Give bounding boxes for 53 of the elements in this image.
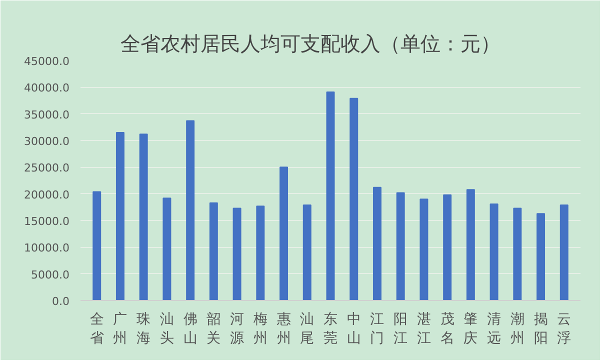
bar [139, 134, 148, 300]
y-tick-label: 40000.0 [24, 82, 70, 95]
y-tick-label: 35000.0 [24, 108, 70, 122]
y-tick-label: 0.0 [52, 295, 70, 308]
bar [372, 186, 382, 300]
x-tick-label: 汕尾 [300, 312, 314, 347]
x-tick-label: 云浮 [557, 312, 572, 347]
chart-title: 全省农村居民人均可支配收入（单位：元） [120, 32, 500, 56]
bar [116, 132, 124, 300]
y-tick-label: 25000.0 [24, 162, 70, 175]
x-tick-label: 中山 [346, 312, 361, 347]
x-tick-label: 佛山 [183, 312, 198, 347]
bar [232, 208, 242, 300]
x-tick-label: 潮州 [510, 312, 524, 347]
y-tick-label: 30000.0 [24, 135, 70, 148]
bar [443, 194, 452, 300]
bar [490, 203, 498, 300]
x-tick-label: 东莞 [324, 312, 338, 347]
x-tick-label: 湛江 [416, 312, 431, 347]
bar [513, 208, 522, 300]
bar [209, 202, 218, 300]
y-tick-label: 5000.0 [31, 268, 70, 282]
bar [280, 166, 288, 300]
bar [326, 91, 335, 300]
x-tick-label: 韶关 [206, 312, 221, 347]
x-tick-label: 江门 [370, 312, 384, 347]
bar [560, 204, 568, 300]
x-tick-label: 珠海 [136, 312, 151, 347]
bar [92, 191, 102, 300]
y-tick-label: 45000.0 [24, 55, 70, 68]
y-tick-label: 20000.0 [24, 188, 70, 202]
x-tick-label: 茂名 [440, 312, 454, 347]
bar [256, 206, 265, 300]
x-tick-label: 全省 [90, 312, 104, 347]
x-tick-label: 肇庆 [464, 312, 478, 347]
y-tick-label: 10000.0 [24, 242, 70, 255]
bar [420, 198, 428, 300]
bar [466, 189, 475, 300]
bar [186, 120, 195, 300]
bar [536, 213, 546, 300]
bar [302, 204, 312, 300]
bar [162, 198, 172, 300]
x-tick-label: 惠州 [276, 312, 291, 347]
bar [396, 192, 405, 300]
y-tick-label: 15000.0 [24, 215, 70, 228]
x-tick-label: 阳江 [394, 312, 408, 347]
x-tick-label: 梅州 [252, 312, 268, 347]
x-tick-label: 汕头 [160, 312, 174, 347]
x-tick-label: 揭阳 [534, 312, 548, 347]
bar [350, 98, 358, 300]
x-tick-label: 清远 [487, 312, 502, 347]
x-tick-label: 河源 [230, 312, 244, 347]
x-tick-label: 广州 [113, 312, 128, 347]
